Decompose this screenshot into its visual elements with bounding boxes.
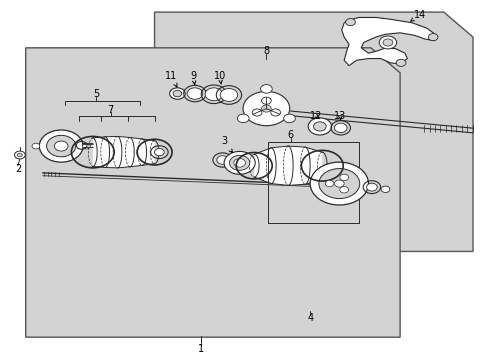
Text: 6: 6 — [287, 130, 293, 140]
Text: 1: 1 — [197, 344, 203, 354]
Circle shape — [32, 143, 40, 149]
Text: 10: 10 — [214, 71, 226, 84]
Circle shape — [261, 105, 271, 112]
Text: 9: 9 — [190, 71, 196, 85]
Text: 4: 4 — [306, 312, 312, 323]
Polygon shape — [93, 136, 154, 168]
Circle shape — [395, 59, 405, 66]
Circle shape — [427, 33, 437, 41]
Circle shape — [339, 186, 348, 193]
Circle shape — [334, 123, 346, 132]
Circle shape — [169, 88, 185, 99]
Text: 12: 12 — [309, 111, 322, 121]
Text: 13: 13 — [333, 111, 346, 121]
Circle shape — [224, 152, 255, 174]
Circle shape — [243, 91, 289, 126]
Circle shape — [15, 151, 25, 159]
Circle shape — [39, 130, 83, 162]
Circle shape — [307, 118, 331, 135]
Circle shape — [380, 186, 389, 193]
Circle shape — [154, 149, 164, 156]
Circle shape — [260, 85, 272, 93]
Text: 7: 7 — [107, 105, 114, 114]
Circle shape — [46, 135, 76, 157]
Polygon shape — [341, 18, 436, 66]
Text: 8: 8 — [263, 46, 269, 57]
Circle shape — [173, 90, 182, 97]
Circle shape — [252, 109, 262, 116]
Circle shape — [54, 141, 68, 151]
Circle shape — [261, 97, 271, 104]
Polygon shape — [254, 146, 322, 185]
Circle shape — [204, 88, 222, 101]
Circle shape — [82, 143, 90, 149]
Circle shape — [187, 88, 202, 99]
Circle shape — [334, 180, 344, 187]
Text: 5: 5 — [93, 89, 99, 99]
Circle shape — [270, 109, 280, 116]
Circle shape — [237, 114, 248, 123]
Circle shape — [345, 18, 355, 26]
Circle shape — [309, 162, 368, 205]
Text: 14: 14 — [410, 10, 426, 21]
Circle shape — [339, 174, 348, 181]
Text: 3: 3 — [221, 136, 232, 153]
Circle shape — [318, 168, 359, 199]
Circle shape — [18, 153, 22, 157]
Circle shape — [283, 114, 295, 123]
Circle shape — [216, 156, 228, 164]
Text: 2: 2 — [15, 164, 21, 174]
Circle shape — [229, 156, 249, 170]
Circle shape — [366, 183, 376, 191]
Circle shape — [233, 158, 245, 167]
Circle shape — [378, 36, 396, 49]
Circle shape — [220, 89, 237, 102]
Circle shape — [313, 122, 325, 131]
Polygon shape — [154, 12, 472, 251]
Text: 11: 11 — [165, 71, 177, 87]
Polygon shape — [26, 48, 399, 337]
Circle shape — [382, 39, 392, 46]
Circle shape — [325, 180, 333, 187]
